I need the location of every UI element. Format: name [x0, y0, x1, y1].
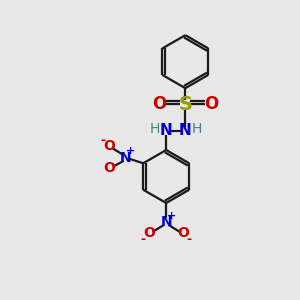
- Text: N: N: [160, 123, 172, 138]
- Text: N: N: [179, 123, 192, 138]
- Text: N: N: [120, 151, 131, 165]
- Text: O: O: [152, 95, 167, 113]
- Text: N: N: [160, 215, 172, 229]
- Text: -: -: [141, 233, 146, 246]
- Text: -: -: [187, 233, 192, 246]
- Text: O: O: [143, 226, 155, 240]
- Text: H: H: [191, 122, 202, 136]
- Text: -: -: [100, 134, 106, 147]
- Text: S: S: [178, 95, 192, 114]
- Text: O: O: [103, 161, 115, 175]
- Text: O: O: [103, 139, 115, 153]
- Text: H: H: [150, 122, 160, 136]
- Text: O: O: [204, 95, 218, 113]
- Text: O: O: [177, 226, 189, 240]
- Text: +: +: [167, 211, 176, 221]
- Text: +: +: [126, 146, 136, 157]
